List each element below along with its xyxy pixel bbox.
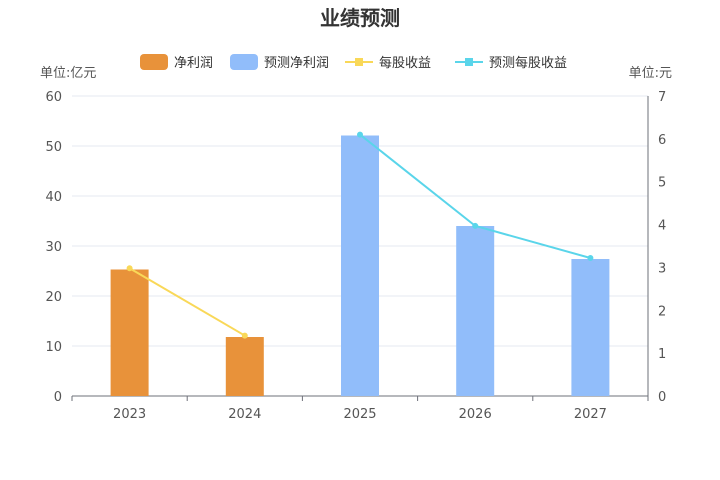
- point-预测每股收益: [587, 255, 594, 261]
- x-tick-label: 2026: [459, 407, 492, 422]
- y-right-tick-label: 4: [658, 219, 666, 234]
- left-axis-unit: 单位:亿元: [40, 66, 96, 81]
- bar-净利润: [110, 269, 149, 396]
- x-tick-label: 2023: [113, 407, 146, 422]
- legend-marker-每股收益: [355, 58, 363, 66]
- right-axis-unit: 单位:元: [629, 66, 672, 81]
- legend-label: 每股收益: [379, 55, 431, 71]
- y-left-tick-label: 50: [45, 140, 62, 155]
- y-left-tick-label: 10: [45, 340, 62, 355]
- legend-swatch-预测净利润: [230, 54, 258, 70]
- point-每股收益: [126, 265, 133, 272]
- lines: [126, 131, 594, 339]
- x-tick-label: 2025: [343, 407, 376, 422]
- legend-label: 预测每股收益: [489, 55, 567, 71]
- legend: 净利润 预测净利润 每股收益 预测每股收益: [140, 54, 567, 71]
- x-tick-label: 2024: [228, 407, 261, 422]
- x-tick-label: 2027: [574, 407, 607, 422]
- y-left-tick-label: 0: [54, 390, 62, 405]
- bar-预测净利润: [571, 259, 610, 396]
- y-right-tick-label: 3: [658, 261, 666, 276]
- y-right-tick-label: 6: [658, 133, 666, 148]
- y-left-tick-label: 60: [45, 90, 62, 105]
- y-right-tick-label: 7: [658, 90, 666, 105]
- y-right-tick-label: 0: [658, 390, 666, 405]
- point-预测每股收益: [472, 222, 479, 229]
- legend-label: 净利润: [174, 56, 213, 71]
- point-预测每股收益: [357, 131, 363, 138]
- bar-净利润: [225, 337, 264, 396]
- legend-swatch-净利润: [140, 54, 168, 70]
- y-right-tick-label: 1: [658, 347, 666, 362]
- legend-marker-预测每股收益: [465, 58, 473, 66]
- axes: 0 10 20 30 40 50 60 0 1 2 3 4 5 6 7 2023 2024 2025 2026 202…: [45, 90, 666, 422]
- legend-label: 预测净利润: [264, 56, 329, 71]
- point-每股收益: [241, 332, 248, 339]
- y-left-tick-label: 40: [45, 190, 62, 205]
- y-left-tick-label: 20: [45, 290, 62, 305]
- y-right-tick-label: 2: [658, 304, 666, 319]
- bars: [110, 135, 610, 396]
- y-right-tick-label: 5: [658, 176, 666, 191]
- bar-预测净利润: [456, 226, 495, 396]
- bar-预测净利润: [341, 135, 379, 396]
- chart-title: 业绩预测: [320, 6, 400, 30]
- line-每股收益: [129, 267, 246, 337]
- y-left-tick-label: 30: [45, 240, 62, 255]
